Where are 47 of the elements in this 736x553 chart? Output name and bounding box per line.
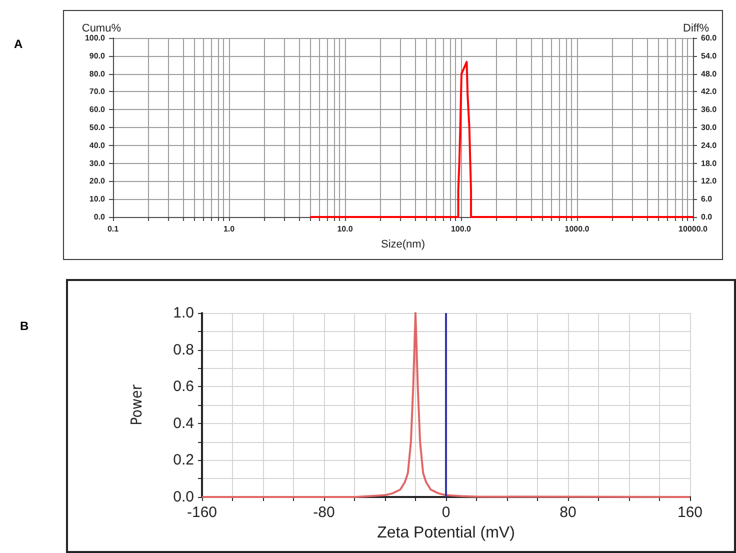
y-tick-label: 20.0 <box>89 176 106 186</box>
y-axis-title: Power <box>128 384 146 426</box>
x-tick-label: 0 <box>442 504 450 521</box>
y-tick-label: 0.2 <box>173 452 194 469</box>
y-tick-label: 10.0 <box>89 194 106 204</box>
x-tick-label: 1000.0 <box>564 224 590 234</box>
y-tick-label: 80.0 <box>89 69 106 78</box>
x-tick-label: 10.0 <box>337 224 354 234</box>
x-tick-label: 1.0 <box>223 224 236 234</box>
y2-tick-label: 36.0 <box>701 105 718 114</box>
y-tick-label: 1.0 <box>173 304 194 322</box>
y2-tick-label: 12.0 <box>701 176 718 186</box>
y2-tick-label: 42.0 <box>701 87 718 96</box>
y-tick-label: 60.0 <box>89 105 106 114</box>
text: A <box>14 37 23 51</box>
x-tick-label: -80 <box>313 504 335 521</box>
y-tick-label: 100.0 <box>84 34 106 42</box>
y-tick-label: 0.8 <box>173 341 194 358</box>
y2-tick-label: 18.0 <box>701 158 718 168</box>
y-tick-label: 0.0 <box>94 212 106 222</box>
y2-tick-label: 6.0 <box>701 194 713 204</box>
y-tick-label: 50.0 <box>89 123 106 132</box>
y2-tick-label: 48.0 <box>701 69 718 78</box>
x-axis-title: Size(nm) <box>380 238 426 250</box>
y-tick-label: 0.4 <box>173 414 194 432</box>
y2-tick-label: 0.0 <box>701 212 713 222</box>
y2-tick-label: 24.0 <box>701 140 718 150</box>
line-series <box>201 312 691 498</box>
y-tick-label: 40.0 <box>89 140 106 150</box>
x-tick-label: 0.1 <box>107 224 120 234</box>
y2-tick-label: 30.0 <box>701 123 718 132</box>
x-tick-label: 80 <box>560 504 576 521</box>
y-axis-title: Cumu% <box>82 22 122 34</box>
y-tick-label: 0.0 <box>173 488 194 506</box>
x-tick-label: 100.0 <box>450 224 472 234</box>
y-tick-label: 0.6 <box>173 378 194 396</box>
x-tick-label: 160 <box>677 504 703 521</box>
x-tick-label: 10000.0 <box>678 224 708 234</box>
y-tick-label: 30.0 <box>89 158 106 168</box>
y-tick-label: 70.0 <box>89 87 106 96</box>
y-tick-label: 90.0 <box>89 51 106 60</box>
y2-tick-label: 60.0 <box>701 34 718 42</box>
text: B <box>20 319 29 333</box>
y2-tick-label: 54.0 <box>701 51 718 60</box>
x-axis-title: Zeta Potential (mV) <box>377 524 515 542</box>
y2-axis-title: Diff% <box>683 22 710 34</box>
x-tick-label: -160 <box>186 504 218 521</box>
